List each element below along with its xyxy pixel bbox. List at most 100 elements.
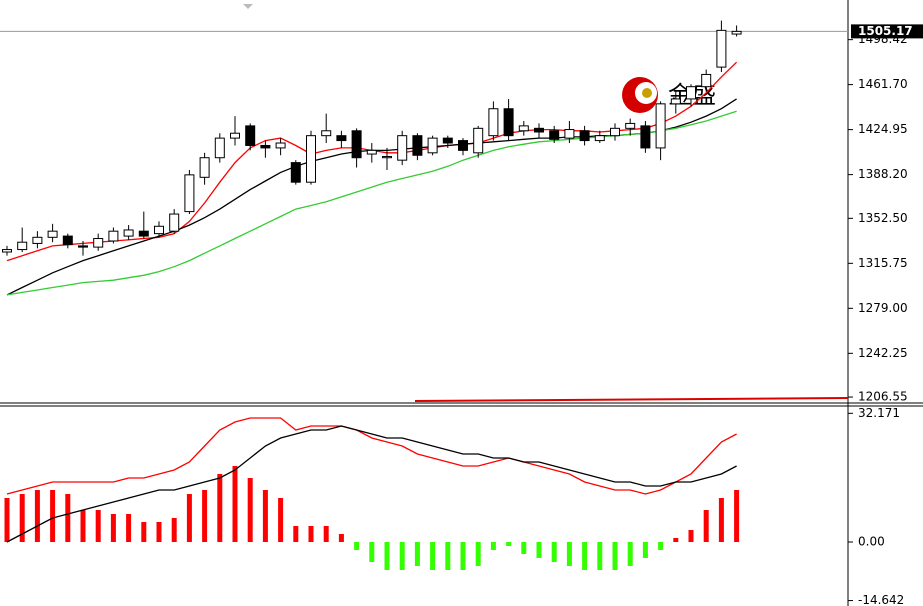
histogram-bar: [399, 542, 405, 570]
candle-body: [260, 144, 271, 149]
histogram-bar: [19, 494, 25, 542]
candle-body: [488, 108, 499, 137]
candle-body: [655, 103, 666, 149]
candle-body: [306, 135, 316, 183]
histogram-bar: [50, 490, 56, 542]
histogram-bar: [445, 542, 451, 570]
histogram-bar: [308, 526, 314, 542]
candle-body: [397, 135, 408, 161]
candle-body: [184, 174, 195, 213]
candle-body: [564, 129, 575, 139]
histogram-bar: [126, 514, 132, 542]
candle-body: [579, 130, 590, 142]
candle-body: [412, 135, 423, 156]
histogram-bar: [673, 538, 679, 542]
candle-body: [275, 142, 286, 149]
candle-body: [503, 108, 514, 137]
candle-body: [290, 162, 301, 183]
histogram-bar: [278, 498, 284, 542]
histogram-bar: [110, 514, 116, 542]
histogram-bar: [536, 542, 542, 558]
logo: 金盛: [622, 77, 716, 113]
candle-body: [518, 125, 529, 132]
histogram-bar: [186, 494, 192, 542]
histogram-bar: [262, 490, 268, 542]
histogram-bar: [612, 542, 618, 570]
candle-body: [47, 230, 58, 238]
histogram-bar: [718, 498, 724, 542]
histogram-bar: [4, 498, 10, 542]
candle-body: [169, 213, 180, 232]
candle-body: [93, 238, 104, 248]
histogram-bar: [141, 522, 147, 542]
histogram-bar: [642, 542, 648, 558]
histogram-bar: [551, 542, 557, 562]
logo-dot: [642, 88, 652, 98]
histogram-bar: [490, 542, 496, 550]
candle-body: [2, 249, 12, 253]
candle-body: [154, 225, 164, 235]
candle-body: [78, 245, 88, 248]
candle-body: [230, 132, 240, 139]
candle-body: [610, 127, 620, 137]
candle-body: [670, 98, 681, 105]
candle-body: [716, 29, 727, 68]
y-tick-label: -14.642: [858, 593, 904, 606]
candle-body: [594, 135, 605, 142]
y-tick-label: 1352.50: [858, 211, 908, 225]
histogram-bar: [414, 542, 420, 566]
candle-body: [214, 137, 225, 159]
scroll-marker: [243, 4, 253, 9]
candle-body: [382, 155, 392, 159]
histogram-bar: [566, 542, 572, 566]
candle-body: [123, 229, 134, 237]
candle-body: [17, 241, 28, 251]
histogram-bar: [460, 542, 466, 570]
y-tick-label: 1388.20: [858, 167, 908, 181]
candle-body: [351, 130, 362, 159]
candle-body: [427, 137, 438, 154]
histogram-bar: [323, 526, 329, 542]
candle-body: [245, 125, 256, 146]
histogram-bar: [293, 526, 299, 542]
histogram-bar: [582, 542, 588, 570]
histogram-bar: [156, 522, 162, 542]
histogram-bar: [65, 494, 71, 542]
histogram-bar: [95, 510, 101, 542]
candle-body: [199, 157, 210, 178]
histogram-bar: [80, 510, 86, 542]
y-tick-label: 1206.55: [858, 390, 908, 404]
candle-body: [32, 236, 43, 244]
histogram-bar: [202, 490, 208, 542]
last-price-box: [851, 24, 923, 39]
histogram-bar: [384, 542, 390, 570]
candle-body: [62, 235, 73, 246]
candle-body: [366, 149, 377, 155]
histogram-bar: [34, 490, 40, 542]
histogram-bar: [247, 478, 253, 542]
macd-line: [6, 425, 737, 543]
candle-body: [625, 122, 636, 129]
candle-body: [686, 86, 696, 100]
y-tick-label: 1242.25: [858, 346, 908, 360]
candle-body: [458, 140, 468, 151]
candle-body: [640, 125, 651, 149]
candle-body: [534, 127, 544, 133]
y-tick-label: 1461.70: [858, 77, 908, 91]
histogram-bar: [506, 542, 512, 546]
histogram-bar: [627, 542, 633, 566]
candle-body: [473, 127, 484, 154]
histogram-bar: [354, 542, 360, 550]
histogram-bar: [521, 542, 527, 554]
histogram-bar: [430, 542, 436, 570]
candle-body: [108, 230, 119, 242]
candle-body: [731, 30, 742, 35]
histogram-bar: [658, 542, 664, 550]
histogram-bar: [369, 542, 375, 562]
histogram-bar: [475, 542, 481, 566]
last-price-label: 1505.17: [858, 24, 913, 38]
histogram-bar: [338, 534, 344, 542]
